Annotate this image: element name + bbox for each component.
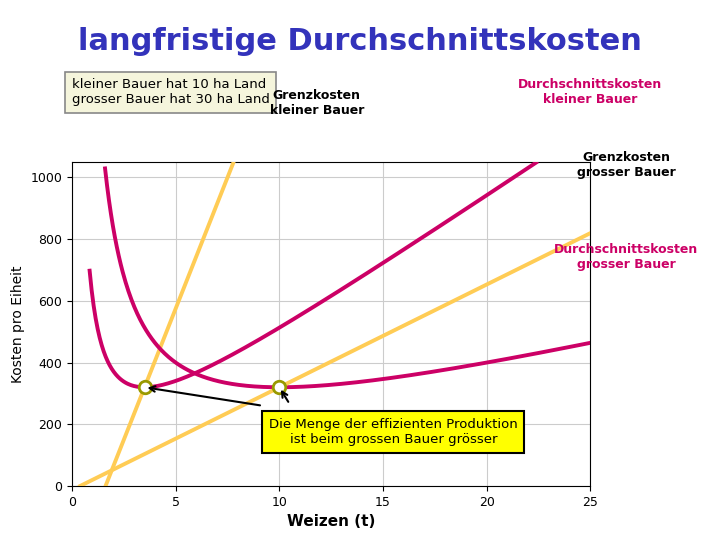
Text: Die Menge der effizienten Produktion
ist beim grossen Bauer grösser: Die Menge der effizienten Produktion ist… [269,418,518,446]
Text: Grenzkosten
kleiner Bauer: Grenzkosten kleiner Bauer [269,89,364,117]
X-axis label: Weizen (t): Weizen (t) [287,514,375,529]
Text: langfristige Durchschnittskosten: langfristige Durchschnittskosten [78,27,642,56]
Y-axis label: Kosten pro Eiheit: Kosten pro Eiheit [11,265,25,383]
Text: Durchschnittskosten
kleiner Bauer: Durchschnittskosten kleiner Bauer [518,78,662,106]
Text: Grenzkosten
grosser Bauer: Grenzkosten grosser Bauer [577,151,676,179]
Text: kleiner Bauer hat 10 ha Land
grosser Bauer hat 30 ha Land: kleiner Bauer hat 10 ha Land grosser Bau… [72,78,270,106]
Text: Durchschnittskosten
grosser Bauer: Durchschnittskosten grosser Bauer [554,243,698,271]
